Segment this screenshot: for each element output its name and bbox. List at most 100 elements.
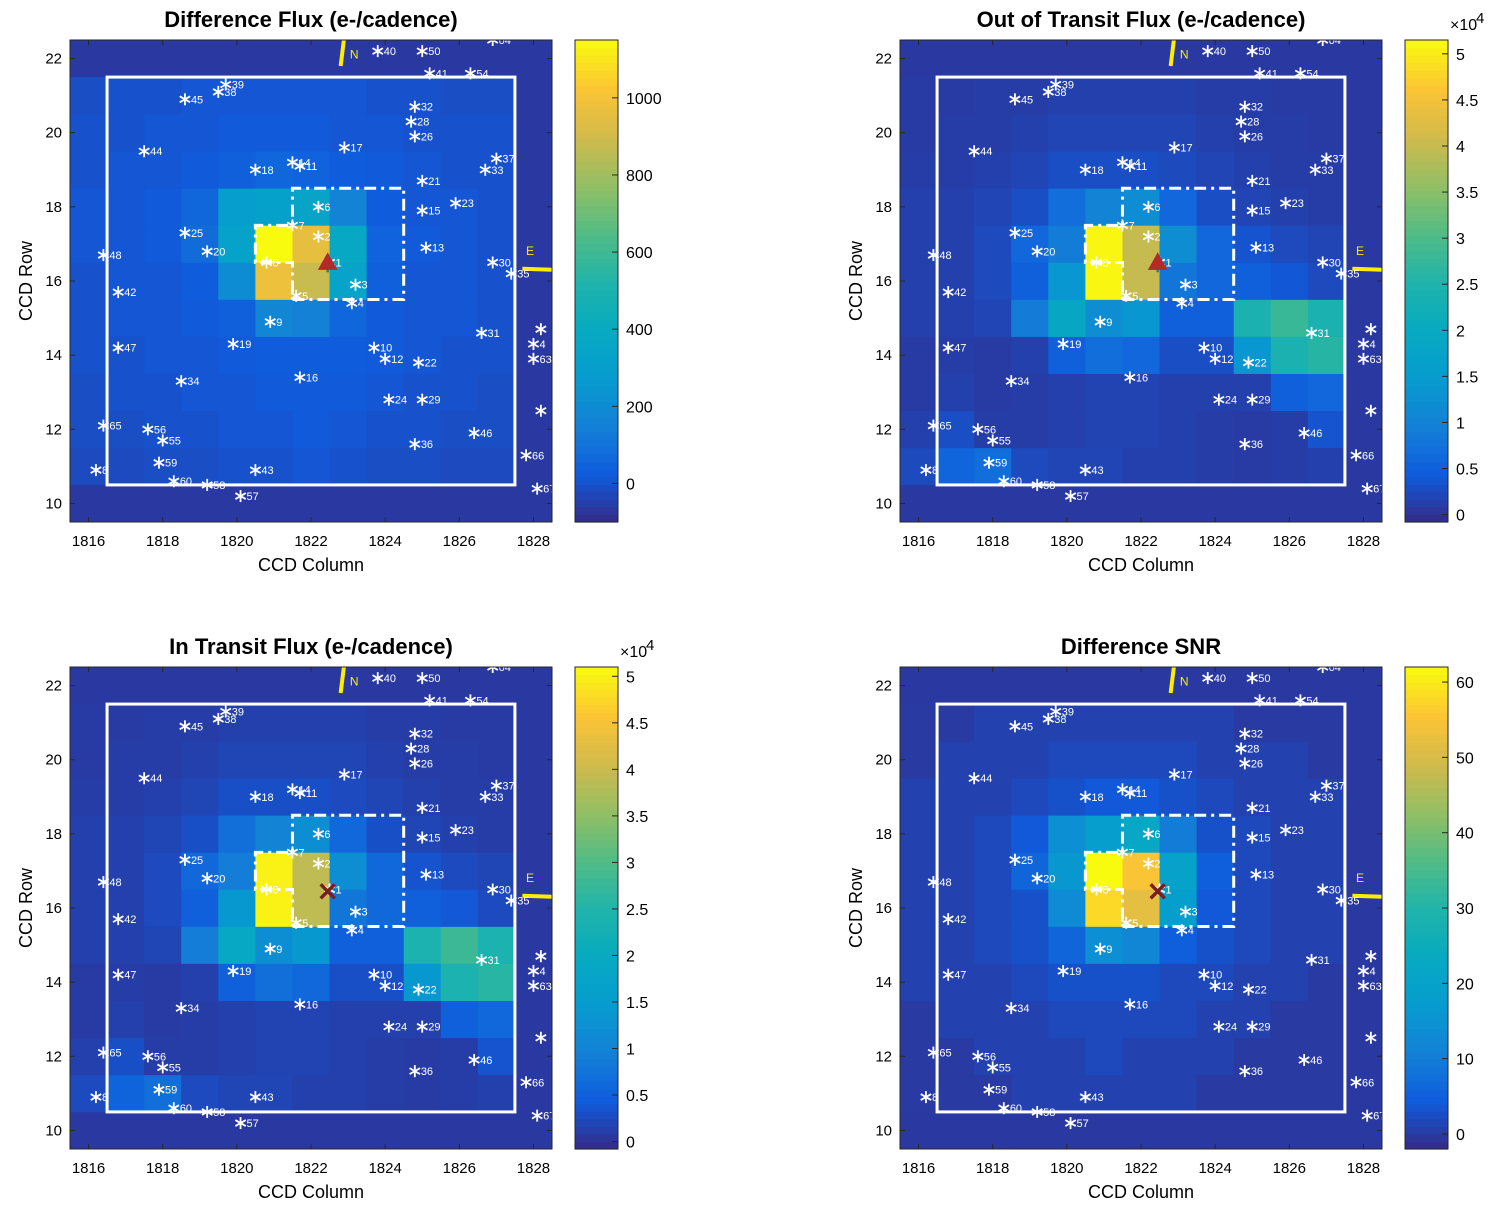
star-stroke — [290, 919, 302, 927]
pixel-cell — [1122, 741, 1160, 779]
pixel-cell — [937, 151, 975, 189]
star-label: 47 — [124, 343, 136, 355]
star-label: 9 — [276, 944, 282, 956]
x-tick-label: 1824 — [368, 1160, 401, 1177]
star-asterisk — [920, 1091, 932, 1104]
pixel-cell — [144, 704, 182, 742]
star-label: 5 — [1132, 918, 1138, 930]
star-asterisk — [968, 145, 980, 158]
pixel-cell — [1159, 889, 1197, 927]
pixel-cell — [292, 741, 330, 779]
y-tick-label: 20 — [875, 125, 892, 142]
star-asterisk — [531, 482, 543, 495]
colorbar-segment — [575, 70, 618, 79]
colorbar-segment — [575, 213, 618, 222]
star-stroke — [1357, 355, 1370, 363]
pixel-cell — [70, 114, 108, 152]
star-stroke — [416, 833, 428, 842]
star-asterisk — [1009, 93, 1021, 106]
star-stroke — [487, 40, 495, 44]
star-stroke — [1124, 789, 1136, 797]
pixel-cell — [1233, 225, 1272, 263]
star-asterisk — [286, 846, 299, 859]
colorbar-segment — [1405, 348, 1448, 357]
colorbar-segment — [1405, 900, 1448, 909]
star-stroke — [227, 340, 239, 348]
star-label: 4 — [358, 298, 364, 310]
pixel-cell — [1011, 373, 1049, 412]
pixel-cell — [974, 963, 1012, 1001]
colorbar-segment — [1405, 446, 1448, 455]
star-label: 23 — [1292, 198, 1304, 210]
star-asterisk — [212, 85, 224, 98]
pixel-cell — [974, 188, 1012, 226]
pixel-cell — [1085, 741, 1123, 779]
pixel-cell — [1159, 1037, 1197, 1076]
star-asterisk — [927, 876, 940, 889]
colorbar-segment — [575, 296, 618, 305]
pixel-cell — [477, 704, 516, 742]
colorbar-segment — [1405, 326, 1448, 335]
colorbar-segment — [1405, 682, 1448, 691]
pixel-cell — [107, 741, 145, 779]
pixel-cell — [329, 815, 367, 853]
star-label: 20 — [1043, 873, 1055, 885]
x-tick-label: 1822 — [1124, 1160, 1157, 1177]
pixel-cell — [1085, 1074, 1123, 1113]
pixel-cell — [181, 188, 219, 226]
pixel-cell — [1085, 336, 1123, 374]
star-label: 58 — [213, 1107, 225, 1119]
colorbar-segment — [575, 401, 618, 410]
pixel-cell — [1196, 926, 1234, 964]
star-label: 25 — [191, 228, 203, 240]
star-asterisk — [1335, 267, 1347, 280]
star-label: 3 — [1191, 907, 1197, 919]
colorbar-segment — [1405, 1141, 1448, 1150]
y-tick-label: 20 — [45, 125, 62, 142]
star-asterisk — [416, 831, 428, 844]
pixel-cell — [292, 815, 330, 853]
star-asterisk — [264, 942, 276, 955]
star-asterisk — [201, 478, 213, 491]
colorbar-segment — [575, 175, 618, 184]
star-stroke — [1365, 952, 1377, 960]
pixel-cell — [107, 1000, 145, 1039]
star-asterisk — [1057, 338, 1069, 351]
colorbar-segment — [575, 47, 618, 56]
star-asterisk — [1298, 1054, 1310, 1067]
pixel-cell — [1159, 1000, 1197, 1039]
star-label: 18 — [261, 165, 273, 177]
y-tick-label: 18 — [45, 199, 62, 216]
star-stroke — [97, 1048, 110, 1057]
star-asterisk — [1179, 905, 1192, 918]
star-label: 5 — [302, 918, 308, 930]
star-stroke — [1094, 945, 1106, 953]
pixel-cell — [1307, 852, 1346, 890]
star-stroke — [1031, 247, 1043, 256]
star-label: 40 — [1214, 673, 1226, 685]
star-stroke — [998, 477, 1010, 485]
star-stroke — [338, 143, 351, 152]
colorbar-segment — [1405, 674, 1448, 683]
star-asterisk — [1365, 950, 1377, 963]
pixel-cell — [1011, 151, 1049, 189]
pixel-cell — [255, 963, 293, 1001]
star-label: 45 — [1021, 94, 1033, 106]
pixel-cell — [366, 410, 404, 449]
star-stroke — [1246, 177, 1258, 185]
colorbar-segment — [575, 484, 618, 493]
star-label: 47 — [124, 970, 136, 982]
pixel-cell — [477, 262, 516, 300]
pixel-cell — [366, 77, 404, 115]
pixel-cell — [292, 926, 330, 964]
star-asterisk — [294, 371, 306, 384]
star-stroke — [490, 40, 499, 44]
colorbar-segment — [575, 431, 618, 440]
pixel-cell — [937, 704, 975, 742]
colorbar-segment — [1405, 311, 1448, 320]
pixel-cell — [1196, 1037, 1234, 1076]
colorbar-exponent: ×10 — [620, 644, 647, 661]
pixel-cell — [440, 410, 479, 449]
pixel-cell — [70, 1000, 108, 1039]
